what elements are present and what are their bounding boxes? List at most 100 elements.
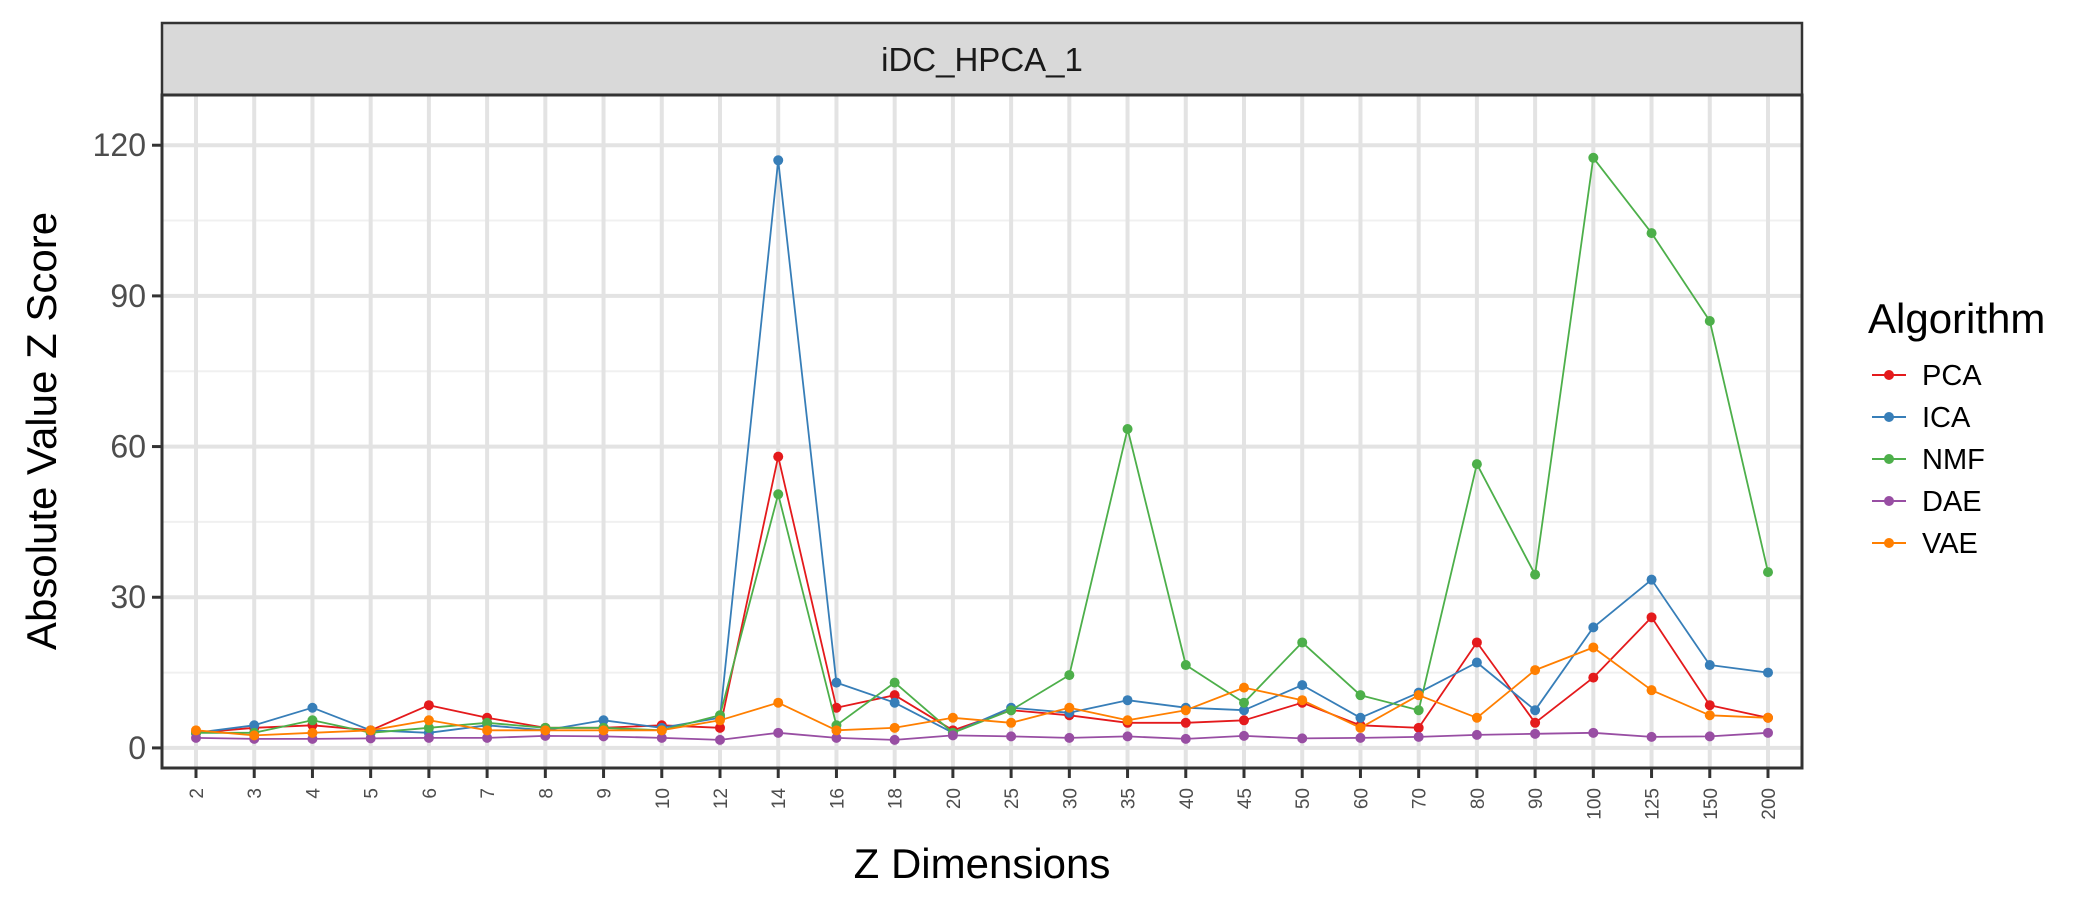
data-point-pca [1588, 672, 1599, 683]
x-tick-label: 60 [1351, 788, 1372, 809]
data-point-ica [1122, 695, 1133, 706]
x-tick-label: 125 [1643, 788, 1664, 820]
data-point-vae [1122, 715, 1133, 726]
data-point-pca [1239, 715, 1249, 726]
y-tick-label: 120 [93, 127, 146, 163]
data-point-ica [1704, 660, 1715, 671]
data-point-ica [1355, 712, 1366, 723]
data-point-ica [249, 720, 260, 731]
data-point-vae [1355, 722, 1366, 733]
data-point-nmf [423, 722, 434, 733]
data-point-nmf [482, 717, 493, 728]
data-point-ica [1297, 680, 1308, 691]
data-point-vae [365, 725, 376, 736]
plot-panel-border [160, 93, 1804, 770]
data-point-vae [1413, 690, 1424, 701]
legend-items: PCA ICA NMF DAE VAE [1872, 360, 1985, 560]
y-tick-label: 60 [110, 429, 146, 465]
x-tick-label: 80 [1468, 788, 1489, 809]
x-tick-label: 150 [1701, 788, 1722, 820]
y-axis: 0 30 60 90 120 [93, 127, 162, 766]
data-point-pca [1471, 637, 1482, 648]
data-point-pca [1646, 612, 1657, 623]
data-point-vae [1704, 710, 1715, 721]
x-tick-label: 20 [944, 788, 965, 809]
x-tick-label: 16 [827, 788, 848, 809]
legend-item-ica: ICA [1872, 402, 1971, 434]
x-tick-label: 4 [303, 788, 324, 799]
data-point-nmf [1006, 705, 1017, 716]
legend-key-point [1884, 370, 1894, 380]
data-point-vae [1646, 685, 1657, 696]
data-point-dae [1064, 732, 1075, 743]
x-tick-label: 30 [1060, 788, 1081, 809]
data-point-ica [598, 715, 609, 726]
x-tick-label: 50 [1293, 788, 1314, 809]
data-point-nmf [1413, 705, 1424, 716]
legend-item-dae: DAE [1872, 486, 1982, 518]
facet-strip [160, 21, 1804, 97]
data-point-dae [1646, 731, 1657, 742]
data-point-pca [423, 700, 434, 711]
data-point-vae [1064, 702, 1075, 713]
series-vae [191, 642, 1773, 741]
legend-item-nmf: NMF [1872, 444, 1985, 476]
data-point-nmf [1704, 316, 1715, 327]
data-point-pca [715, 722, 725, 733]
data-point-pca [1530, 717, 1541, 728]
facet-strip-label: iDC_HPCA_1 [881, 41, 1083, 78]
x-tick-label: 3 [245, 788, 266, 799]
x-tick-label: 70 [1410, 788, 1431, 809]
x-tick-label: 100 [1584, 788, 1605, 820]
legend-key-point [1884, 454, 1894, 464]
legend-label: ICA [1922, 402, 1971, 434]
data-point-vae [715, 715, 725, 726]
data-point-dae [947, 730, 958, 741]
data-point-pca [1413, 722, 1424, 733]
data-point-nmf [1588, 152, 1599, 163]
data-point-dae [1122, 731, 1133, 742]
y-tick-label: 0 [128, 730, 146, 766]
x-tick-label: 90 [1526, 788, 1547, 809]
data-point-vae [773, 697, 784, 708]
y-tick-label: 30 [110, 579, 146, 615]
data-point-nmf [1646, 228, 1657, 239]
data-point-vae [191, 725, 201, 736]
data-point-vae [423, 715, 434, 726]
legend-title: Algorithm [1868, 295, 2045, 342]
data-point-nmf [1355, 690, 1366, 701]
data-point-pca [1704, 700, 1715, 711]
data-point-nmf [1530, 569, 1541, 580]
data-point-dae [1006, 731, 1017, 742]
data-point-vae [249, 730, 260, 741]
data-point-dae [1297, 733, 1308, 744]
data-point-nmf [307, 715, 318, 726]
data-point-dae [1704, 731, 1715, 742]
data-point-vae [1006, 717, 1017, 728]
data-point-dae [1239, 730, 1249, 741]
x-tick-label: 9 [595, 788, 616, 799]
data-point-vae [889, 722, 900, 733]
data-point-dae [831, 732, 842, 743]
data-point-nmf [1763, 567, 1773, 578]
data-point-dae [423, 732, 434, 743]
data-point-pca [889, 690, 900, 701]
x-tick-label: 35 [1119, 788, 1140, 809]
data-point-dae [1763, 727, 1773, 738]
x-tick-label: 12 [711, 788, 732, 809]
x-tick-label: 40 [1177, 788, 1198, 809]
legend-label: NMF [1922, 444, 1985, 476]
data-point-nmf [889, 677, 900, 688]
legend-item-pca: PCA [1872, 360, 1982, 392]
x-axis-title: Z Dimensions [854, 840, 1111, 887]
x-tick-label: 2 [187, 788, 208, 799]
x-tick-label: 45 [1235, 788, 1256, 809]
data-point-dae [1355, 732, 1366, 743]
legend-key-point [1884, 496, 1894, 506]
data-point-vae [598, 725, 609, 736]
x-tick-label: 10 [653, 788, 674, 809]
data-point-ica [1646, 574, 1657, 585]
series-line-vae [195, 646, 1769, 737]
data-point-nmf [1180, 660, 1191, 671]
